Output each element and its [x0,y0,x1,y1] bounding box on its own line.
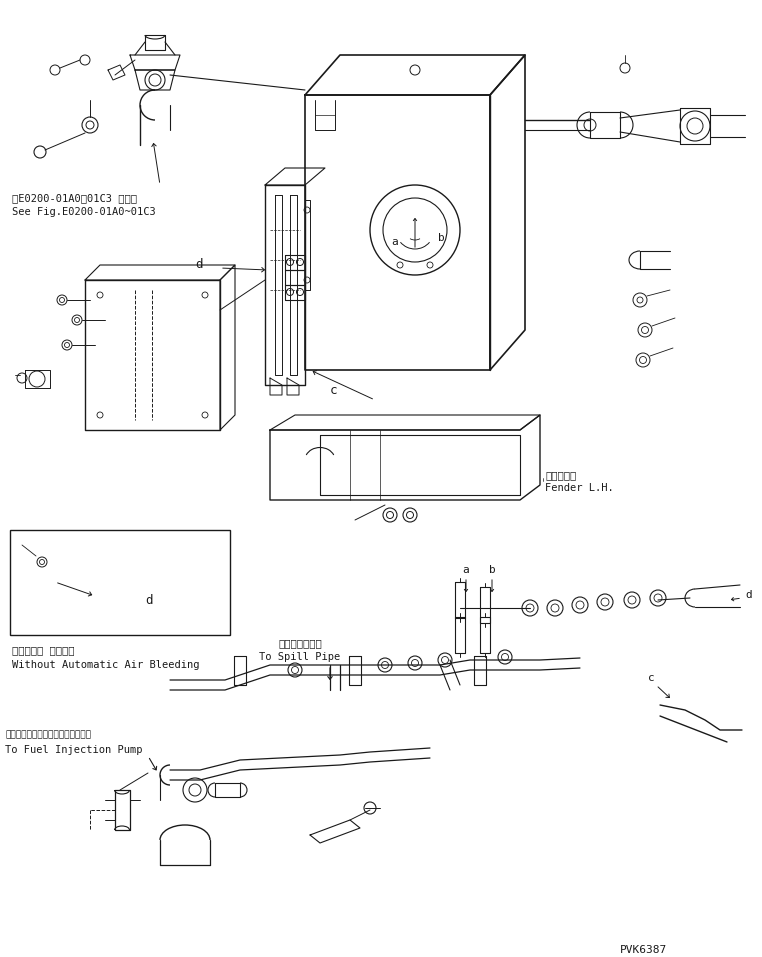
Bar [10,530,230,635]
Text: Without Automatic Air Bleeding: Without Automatic Air Bleeding [12,660,200,670]
Text: d: d [745,590,752,600]
Text: スビルパイプへ: スビルパイプへ [278,638,322,648]
Text: To Spill Pipe: To Spill Pipe [259,652,341,662]
Text: See Fig.E0200-01A0~01C3: See Fig.E0200-01A0~01C3 [12,207,155,217]
Text: フェンダ左: フェンダ左 [545,470,576,480]
Text: 第E0200-01A0～01C3 図参照: 第E0200-01A0～01C3 図参照 [12,193,137,203]
Text: d: d [145,593,152,607]
Text: c: c [648,673,655,683]
Text: Fender L.H.: Fender L.H. [545,483,613,493]
Text: b: b [438,233,445,243]
Text: 自動エアー 抜きナシ: 自動エアー 抜きナシ [12,645,75,655]
Text: d: d [195,258,203,272]
Text: To Fuel Injection Pump: To Fuel Injection Pump [5,745,142,755]
Text: a: a [463,565,469,575]
Text: a: a [392,237,399,247]
Text: フゥエルインジェクションポンプへ: フゥエルインジェクションポンプへ [5,730,91,739]
Text: c: c [330,384,338,396]
Text: b: b [488,565,495,575]
Text: PVK6387: PVK6387 [620,945,668,955]
